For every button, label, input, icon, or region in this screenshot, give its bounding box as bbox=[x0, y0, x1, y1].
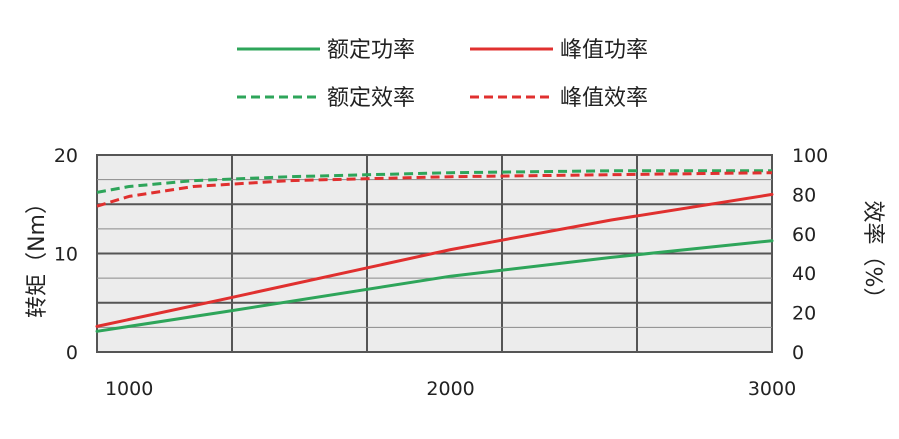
y-axis-left-title: 转矩（Nm） bbox=[25, 192, 50, 318]
legend-label-peak-power: 峰值功率 bbox=[560, 38, 648, 63]
series-line-peak-power bbox=[95, 192, 774, 328]
y-left-tick-20: 20 bbox=[54, 145, 78, 167]
series-layer bbox=[95, 169, 774, 333]
y-left-tick-0: 0 bbox=[66, 342, 78, 364]
series-line-rated-power bbox=[95, 239, 774, 333]
y-right-tick-40: 40 bbox=[792, 263, 816, 285]
legend-label-peak-efficiency: 峰值效率 bbox=[560, 86, 648, 111]
legend-label-rated-efficiency: 额定效率 bbox=[327, 86, 415, 111]
y-axis-right-title: 效率（%） bbox=[860, 201, 885, 310]
y-right-tick-80: 80 bbox=[792, 184, 816, 206]
y-right-tick-100: 100 bbox=[792, 145, 828, 167]
legend: 额定功率 峰值功率 额定效率 峰值效率 bbox=[237, 38, 648, 111]
tick-labels: 1000 2000 3000 0 10 20 0 20 40 60 80 100 bbox=[54, 145, 828, 400]
x-tick-2000: 2000 bbox=[426, 378, 474, 400]
series-line-rated-efficiency bbox=[96, 169, 772, 194]
x-tick-1000: 1000 bbox=[105, 378, 153, 400]
legend-label-rated-power: 额定功率 bbox=[327, 38, 415, 63]
y-right-tick-0: 0 bbox=[792, 342, 804, 364]
y-right-tick-20: 20 bbox=[792, 303, 816, 325]
y-right-tick-60: 60 bbox=[792, 224, 816, 246]
x-tick-3000: 3000 bbox=[748, 378, 796, 400]
y-left-tick-10: 10 bbox=[54, 244, 78, 266]
series-line-peak-efficiency bbox=[96, 171, 773, 208]
